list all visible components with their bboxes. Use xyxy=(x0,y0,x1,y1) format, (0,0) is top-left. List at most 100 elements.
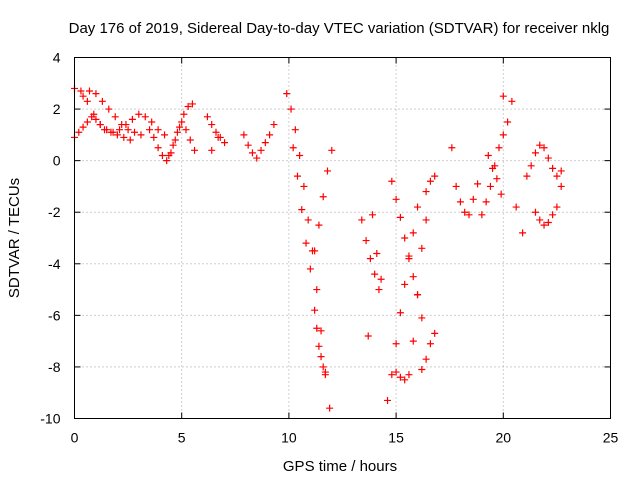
data-point xyxy=(426,177,434,185)
data-point xyxy=(366,255,374,263)
data-point xyxy=(557,182,565,190)
data-point xyxy=(405,371,413,379)
data-point xyxy=(154,144,162,152)
data-point xyxy=(512,203,520,211)
data-point xyxy=(504,118,512,126)
data-point xyxy=(478,211,486,219)
series-arc-l xyxy=(384,203,422,404)
data-point xyxy=(392,368,400,376)
data-point xyxy=(186,136,194,144)
series-arc-c xyxy=(71,113,134,144)
data-point xyxy=(105,105,113,113)
y-tick-label: -10 xyxy=(40,411,60,427)
data-point xyxy=(101,126,109,134)
data-point xyxy=(321,371,329,379)
data-point xyxy=(188,100,196,108)
data-point xyxy=(107,128,115,136)
data-point xyxy=(323,167,331,175)
data-point xyxy=(111,113,119,121)
data-point xyxy=(426,340,434,348)
data-point xyxy=(519,229,527,237)
data-point xyxy=(540,144,548,152)
data-point xyxy=(163,157,171,165)
data-point xyxy=(208,121,216,129)
series-arc-m xyxy=(388,177,426,322)
data-point xyxy=(311,247,319,255)
data-point xyxy=(422,216,430,224)
data-point xyxy=(396,213,404,221)
data-point xyxy=(315,342,323,350)
data-point xyxy=(298,206,306,214)
data-point xyxy=(540,221,548,229)
data-point xyxy=(120,133,128,141)
data-point xyxy=(146,126,154,134)
data-point xyxy=(248,149,256,157)
data-point xyxy=(405,252,413,260)
series-arc-h xyxy=(283,90,334,412)
data-point xyxy=(418,244,426,252)
data-point xyxy=(456,198,464,206)
data-point xyxy=(161,131,169,139)
y-tick-label: 2 xyxy=(53,101,61,117)
data-point xyxy=(319,363,327,371)
data-point xyxy=(369,211,377,219)
data-point xyxy=(499,131,507,139)
data-point xyxy=(484,151,492,159)
data-point xyxy=(118,121,126,129)
data-point xyxy=(283,90,291,98)
data-point xyxy=(75,128,83,136)
data-point xyxy=(88,113,96,121)
x-axis-label: GPS time / hours xyxy=(283,458,397,475)
data-point xyxy=(244,141,252,149)
x-tick-label: 5 xyxy=(178,430,186,446)
data-point xyxy=(313,286,321,294)
data-point xyxy=(180,110,188,118)
grid-layer xyxy=(74,57,611,419)
data-point xyxy=(287,105,295,113)
series-arc-s xyxy=(523,141,565,190)
y-tick-label: 0 xyxy=(53,153,61,169)
y-axis-label: SDTVAR / TECUs xyxy=(6,178,23,298)
series-arc-t xyxy=(519,167,565,237)
data-point xyxy=(418,366,426,374)
data-point xyxy=(465,211,473,219)
series-arc-e xyxy=(165,118,199,159)
data-point xyxy=(141,113,149,121)
series-arc-r xyxy=(484,92,520,211)
data-point xyxy=(452,182,460,190)
data-point xyxy=(474,180,482,188)
data-point xyxy=(482,198,490,206)
data-point xyxy=(409,229,417,237)
data-point xyxy=(158,151,166,159)
data-point xyxy=(92,90,100,98)
data-point xyxy=(86,87,94,95)
data-point xyxy=(128,115,136,123)
data-point xyxy=(266,131,274,139)
data-point xyxy=(495,144,503,152)
data-point xyxy=(124,126,132,134)
data-point xyxy=(422,188,430,196)
data-point xyxy=(176,123,184,131)
data-point xyxy=(317,327,325,335)
data-point xyxy=(493,175,501,183)
data-point xyxy=(154,126,162,134)
data-point xyxy=(486,182,494,190)
y-tick-label: -8 xyxy=(48,359,61,375)
data-point xyxy=(536,141,544,149)
y-tick-label: -4 xyxy=(48,256,61,272)
data-point xyxy=(317,353,325,361)
data-point xyxy=(431,329,439,337)
data-point xyxy=(83,118,91,126)
data-point xyxy=(182,126,190,134)
data-point xyxy=(126,136,134,144)
data-point xyxy=(326,404,334,412)
data-point xyxy=(358,216,366,224)
data-point xyxy=(79,92,87,100)
data-point xyxy=(401,280,409,288)
data-point xyxy=(306,265,314,273)
y-tick-label: -2 xyxy=(48,204,61,220)
data-point xyxy=(531,149,539,157)
data-point xyxy=(414,203,422,211)
series-arc-k xyxy=(358,211,385,340)
data-point xyxy=(300,182,308,190)
